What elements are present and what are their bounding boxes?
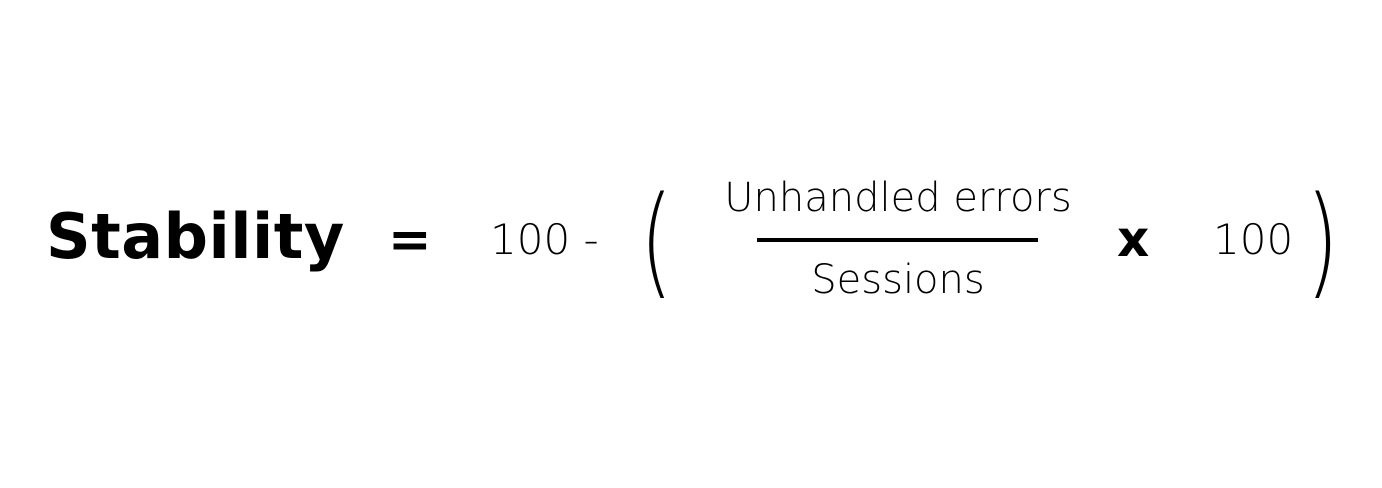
multiply-sign: x <box>1117 210 1150 268</box>
close-parenthesis: ) <box>1306 172 1339 311</box>
multiplier-100: 100 <box>1213 215 1294 264</box>
fraction-numerator: Unhandled errors <box>724 175 1072 221</box>
formula-lhs-stability: Stability <box>46 200 345 273</box>
fraction: Unhandled errors Sessions <box>700 176 1096 306</box>
constant-100-minus: 100 - <box>490 215 599 264</box>
fraction-denominator: Sessions <box>811 257 985 303</box>
equals-sign: = <box>388 210 432 270</box>
open-parenthesis: ( <box>640 172 673 311</box>
fraction-bar <box>757 238 1038 242</box>
